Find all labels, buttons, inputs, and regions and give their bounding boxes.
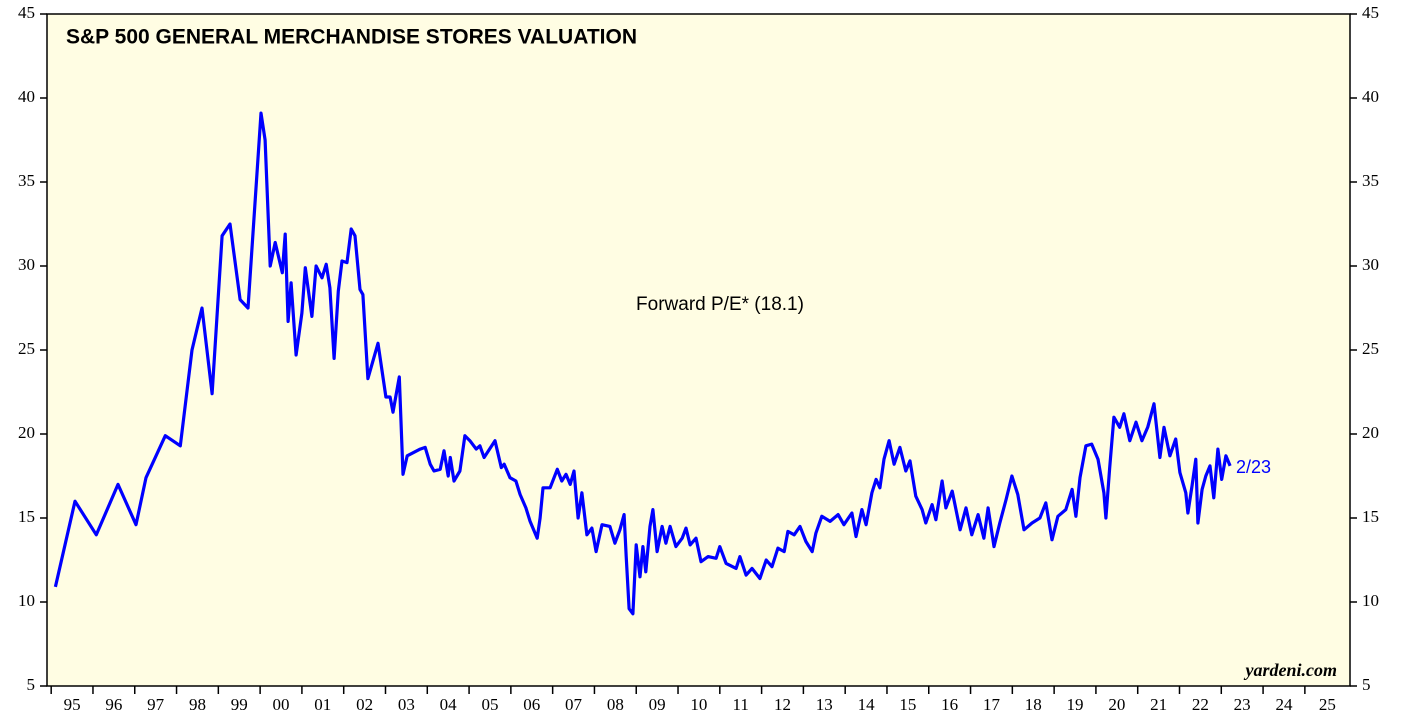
y-tick-label: 20 <box>18 423 35 442</box>
x-tick-label: 10 <box>690 695 707 714</box>
chart-title: S&P 500 GENERAL MERCHANDISE STORES VALUA… <box>66 26 637 49</box>
x-tick-label: 25 <box>1319 695 1336 714</box>
x-tick-label: 14 <box>858 695 876 714</box>
x-tick-label: 96 <box>105 695 122 714</box>
x-tick-label: 19 <box>1067 695 1084 714</box>
x-tick-label: 16 <box>941 695 958 714</box>
x-tick-label: 97 <box>147 695 165 714</box>
plot-area <box>46 13 1351 687</box>
x-tick-label: 01 <box>314 695 331 714</box>
y2-tick-label: 35 <box>1362 171 1379 190</box>
x-tick-label: 21 <box>1150 695 1167 714</box>
x-tick-label: 17 <box>983 695 1001 714</box>
annotation: 2/23 <box>1236 457 1271 477</box>
x-tick-label: 13 <box>816 695 833 714</box>
y2-tick-label: 15 <box>1362 507 1379 526</box>
x-tick-label: 05 <box>481 695 498 714</box>
x-tick-label: 98 <box>189 695 206 714</box>
y-tick-label: 25 <box>18 339 35 358</box>
x-tick-label: 23 <box>1234 695 1251 714</box>
x-tick-label: 18 <box>1025 695 1042 714</box>
x-tick-label: 15 <box>899 695 916 714</box>
y2-tick-label: 20 <box>1362 423 1379 442</box>
y-tick-label: 45 <box>18 3 35 22</box>
x-tick-label: 11 <box>733 695 749 714</box>
x-tick-label: 04 <box>440 695 458 714</box>
x-tick-label: 03 <box>398 695 415 714</box>
x-tick-label: 08 <box>607 695 624 714</box>
y-tick-label: 35 <box>18 171 35 190</box>
x-tick-label: 06 <box>523 695 540 714</box>
x-tick-label: 99 <box>231 695 248 714</box>
x-tick-label: 07 <box>565 695 583 714</box>
x-tick-label: 02 <box>356 695 373 714</box>
x-tick-label: 20 <box>1108 695 1125 714</box>
annotation: Forward P/E* (18.1) <box>636 294 804 315</box>
x-tick-label: 00 <box>273 695 290 714</box>
y-tick-label: 5 <box>27 675 36 694</box>
y-tick-label: 10 <box>18 591 35 610</box>
x-tick-label: 12 <box>774 695 791 714</box>
y-tick-label: 40 <box>18 87 35 106</box>
y2-tick-label: 5 <box>1362 675 1371 694</box>
y2-tick-label: 45 <box>1362 3 1379 22</box>
x-tick-label: 24 <box>1275 695 1293 714</box>
watermark: yardeni.com <box>1244 660 1338 680</box>
x-tick-label: 09 <box>649 695 666 714</box>
y2-tick-label: 25 <box>1362 339 1379 358</box>
y2-tick-label: 30 <box>1362 255 1379 274</box>
y-tick-label: 30 <box>18 255 35 274</box>
y2-tick-label: 40 <box>1362 87 1379 106</box>
y-tick-label: 15 <box>18 507 35 526</box>
x-tick-label: 95 <box>64 695 81 714</box>
data-line <box>53 111 1232 616</box>
x-tick-label: 22 <box>1192 695 1209 714</box>
y2-tick-label: 10 <box>1362 591 1379 610</box>
